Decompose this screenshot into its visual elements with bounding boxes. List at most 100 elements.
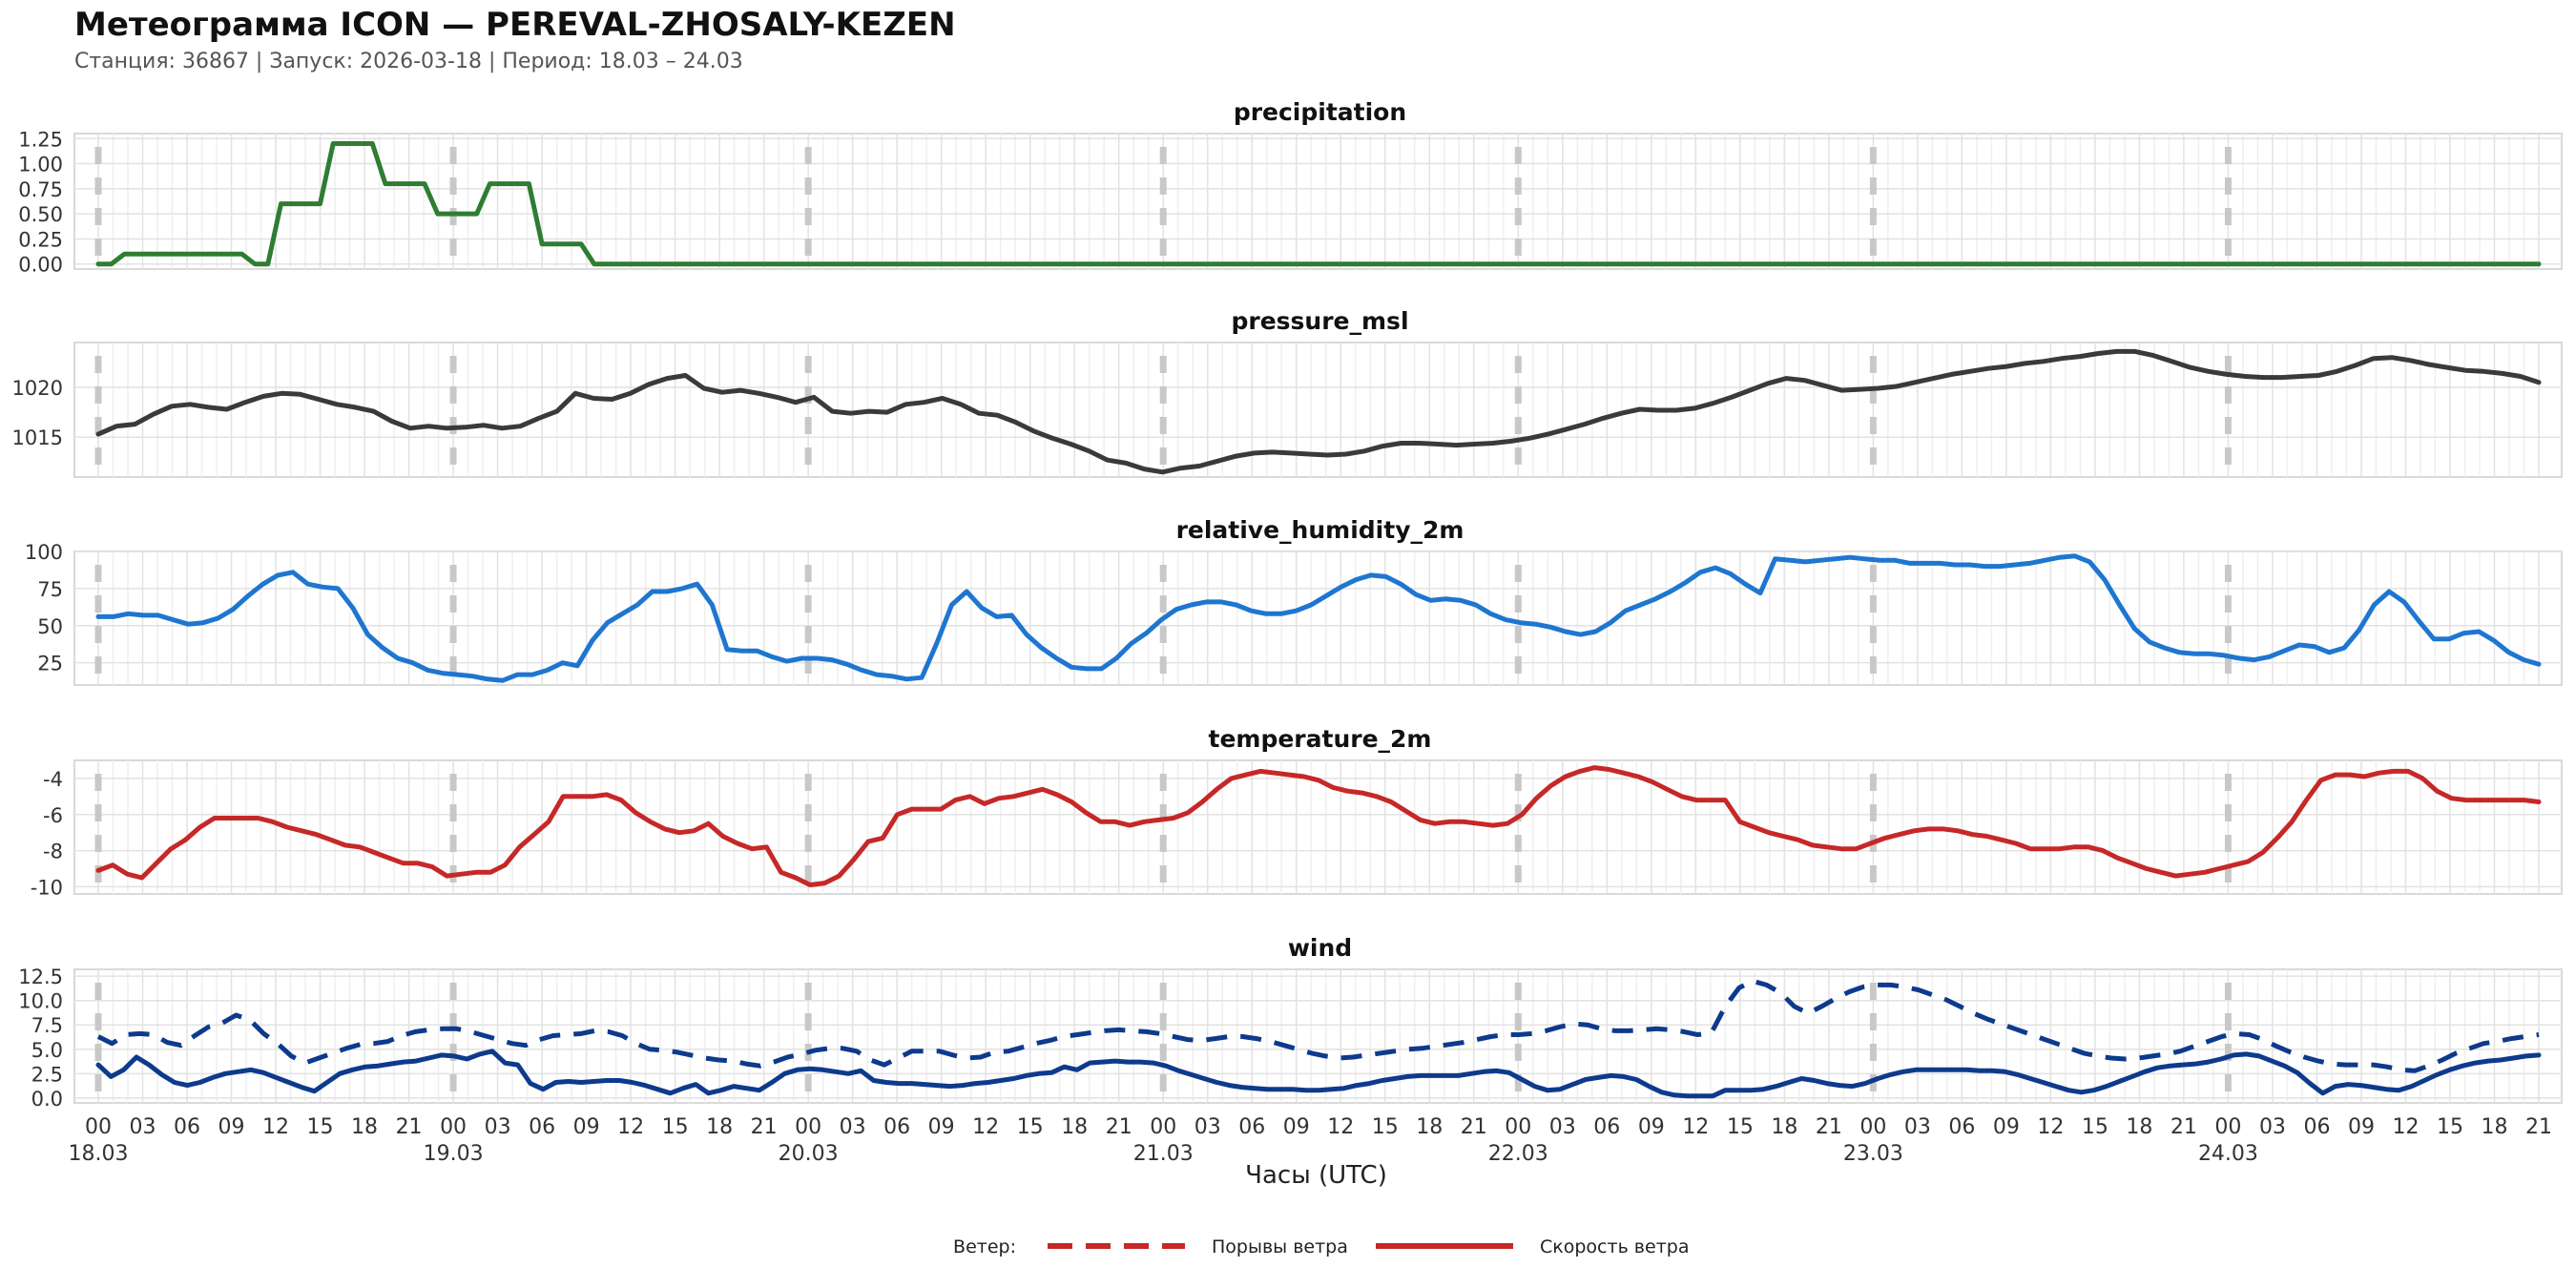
x-tick-label: 06 [174,1115,200,1139]
x-tick-label: 12 [1682,1115,1709,1139]
x-tick-label: 00 [795,1115,821,1139]
x-tick-label: 03 [2259,1115,2286,1139]
legend: Ветер: Порывы ветра Скорость ветра [953,1236,1689,1257]
series-line-temperature-2m [95,765,2542,887]
x-day-label: 18.03 [69,1142,129,1166]
x-tick-label: 06 [1238,1115,1265,1139]
y-tick-label: 1015 [12,426,63,449]
y-tick-label: 0.75 [18,178,63,201]
x-tick-label: 21 [1816,1115,1842,1139]
panel-frame [73,551,2563,686]
x-tick-label: 15 [2437,1115,2463,1139]
y-tick-label: 1.00 [18,154,63,177]
y-tick-label: 0.0 [31,1088,63,1111]
x-tick-label: 12 [262,1115,289,1139]
x-tick-label: 06 [529,1115,555,1139]
y-tick-label: 12.5 [18,966,63,988]
x-tick-label: 18 [2126,1115,2152,1139]
x-tick-label: 21 [1106,1115,1132,1139]
y-tick-label: -8 [43,841,63,863]
x-axis: 00 03 06 09 12 15 18 21 00 03 06 09 12 15 18 21 00 03 06 09… [69,1115,2552,1190]
y-tick-label: 1.25 [18,128,63,151]
x-tick-label: 09 [1283,1115,1310,1139]
y-tick-label: 0.50 [18,203,63,226]
y-tick-label: -4 [43,768,63,791]
panel-wind: 0.02.55.07.510.012.5 wind [18,934,2563,1111]
y-tick-label: 25 [37,653,63,675]
series-line-wind-gusts [96,978,2540,1073]
x-tick-label: 15 [1372,1115,1399,1139]
panel-precipitation: 0.00 0.250.500.751.00 1.25 precipitation [18,98,2563,277]
panel-frame [73,133,2563,270]
x-tick-label: 06 [1948,1115,1975,1139]
x-tick-label: 09 [2348,1115,2375,1139]
y-tick-label: 0.25 [18,228,63,251]
series-line-pressure-msl [95,348,2542,475]
y-tick-label: 0.00 [18,254,63,277]
x-day-label: 22.03 [1488,1142,1548,1166]
y-tick-label: 100 [25,541,63,564]
x-tick-label: 15 [307,1115,334,1139]
x-tick-label: 15 [1017,1115,1044,1139]
x-tick-label: 03 [1195,1115,1221,1139]
x-tick-label: 09 [1638,1115,1665,1139]
y-tick-label: 75 [37,578,63,601]
x-tick-label: 06 [1593,1115,1620,1139]
x-day-label: 21.03 [1133,1142,1194,1166]
x-tick-label: 18 [1061,1115,1088,1139]
panel-relative-humidity-2m: 25 50 75 100 relative_humidity_2m [25,516,2563,686]
x-tick-label: 21 [2525,1115,2552,1139]
x-tick-label: 12 [617,1115,644,1139]
x-axis-label: Часы (UTC) [1245,1161,1387,1190]
series-line-relative-humidity-2m [95,553,2542,683]
y-tick-label: 50 [37,615,63,638]
page-subtitle: Станция: 36867 | Запуск: 2026-03-18 | Пе… [74,50,743,73]
x-tick-label: 12 [1327,1115,1354,1139]
panel-title: wind [1288,934,1352,962]
x-tick-label: 06 [2303,1115,2330,1139]
y-tick-label: 1020 [12,377,63,400]
x-tick-label: 21 [396,1115,423,1139]
x-tick-label: 03 [130,1115,156,1139]
legend-title: Ветер: [953,1236,1016,1257]
x-tick-label: 15 [1727,1115,1754,1139]
x-tick-label: 21 [1461,1115,1487,1139]
x-tick-label: 15 [662,1115,689,1139]
panel-title: precipitation [1234,98,1406,126]
x-day-label: 23.03 [1843,1142,1903,1166]
x-tick-label: 18 [351,1115,378,1139]
x-tick-label: 03 [485,1115,511,1139]
x-tick-label: 12 [972,1115,999,1139]
panel-temperature-2m: -10 -8 -6 -4 temperature_2m [31,725,2563,899]
x-tick-label: 00 [2214,1115,2241,1139]
x-tick-label: 03 [1904,1115,1931,1139]
x-tick-label: 00 [1505,1115,1531,1139]
x-tick-label: 15 [2082,1115,2109,1139]
series-line-wind [95,1049,2542,1099]
panel-title: pressure_msl [1231,307,1408,335]
x-tick-label: 09 [1993,1115,2020,1139]
y-tick-label: 5.0 [31,1039,63,1062]
x-tick-label: 21 [751,1115,778,1139]
x-tick-label: 12 [2392,1115,2419,1139]
x-tick-label: 00 [440,1115,467,1139]
legend-item-label: Порывы ветра [1212,1236,1348,1257]
x-tick-label: 00 [1859,1115,1886,1139]
panel-pressure-msl: 1015 1020 pressure_msl [12,307,2563,478]
y-tick-label: 7.5 [31,1014,63,1037]
x-tick-label: 21 [2171,1115,2197,1139]
x-tick-label: 09 [573,1115,600,1139]
x-tick-label: 03 [1549,1115,1576,1139]
x-tick-label: 00 [85,1115,112,1139]
x-day-label: 24.03 [2198,1142,2258,1166]
panel-title: temperature_2m [1209,725,1432,753]
x-tick-label: 18 [1416,1115,1443,1139]
x-day-label: 20.03 [779,1142,839,1166]
legend-item-label: Скорость ветра [1540,1236,1689,1257]
panel-frame [73,968,2563,1104]
series-line-precipitation [95,141,2542,267]
x-tick-label: 09 [218,1115,245,1139]
x-tick-label: 18 [706,1115,733,1139]
page-title: Метеограмма ICON — PEREVAL-ZHOSALY-KEZEN [74,6,956,44]
